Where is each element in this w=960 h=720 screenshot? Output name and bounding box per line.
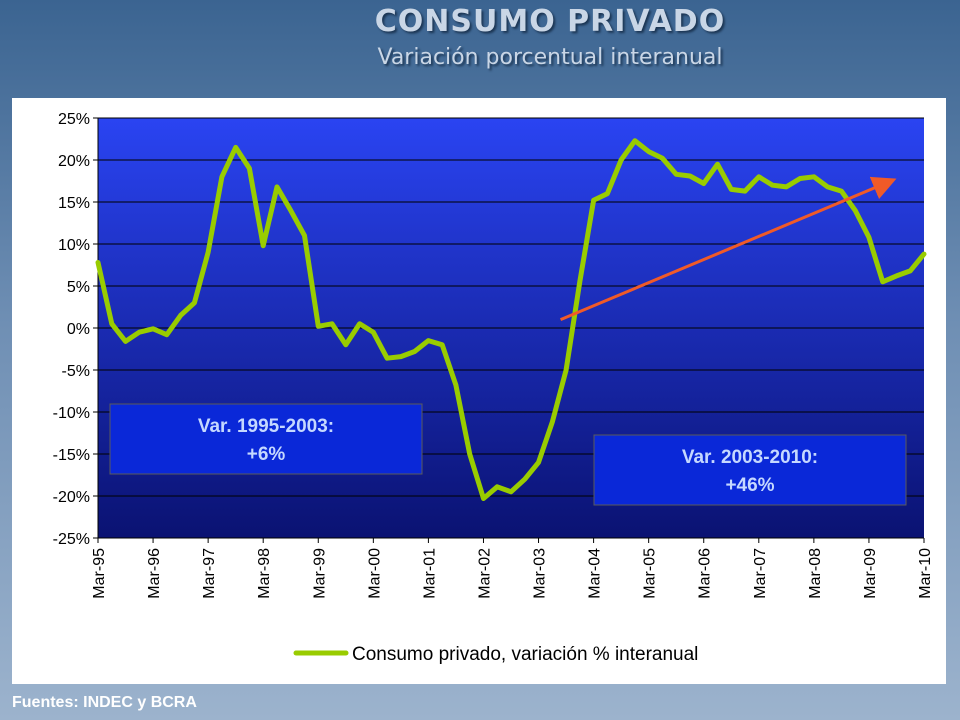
series-line bbox=[95, 138, 927, 501]
chart-panel: 25% 20% 15% 10% 5% 0% -5% -10% -15% -20% -25% Mar-9… bbox=[12, 98, 946, 684]
annotation-line2: +6% bbox=[247, 444, 286, 465]
x-tick-label: Mar-95 bbox=[91, 548, 108, 599]
y-tick-label: 5% bbox=[67, 279, 90, 296]
y-tick-label: -10% bbox=[53, 405, 90, 422]
legend-label: Consumo privado, variación % interanual bbox=[352, 644, 698, 665]
consumption-line-chart: 25%20%15%10%5%0%-5%-10%-15%-20%-25%Mar-9… bbox=[53, 111, 934, 665]
x-tick-label: Mar-06 bbox=[697, 548, 714, 599]
x-tick-label: Mar-00 bbox=[366, 548, 383, 599]
y-tick-label: 25% bbox=[58, 111, 90, 128]
annotation-box: Var. 2003-2010: +46% bbox=[593, 434, 907, 506]
y-tick-label: -5% bbox=[62, 363, 90, 380]
x-tick-label: Mar-98 bbox=[256, 548, 273, 599]
y-tick-label: 15% bbox=[58, 195, 90, 212]
x-tick-label: Mar-10 bbox=[917, 548, 934, 599]
annotation-box: Var. 1995-2003: +6% bbox=[109, 403, 423, 475]
x-tick-label: Mar-08 bbox=[807, 548, 824, 599]
chart-title: CONSUMO PRIVADO bbox=[374, 4, 726, 39]
x-tick-label: Mar-07 bbox=[752, 548, 769, 599]
x-tick-label: Mar-05 bbox=[642, 548, 659, 599]
annotation-line1: Var. 1995-2003: bbox=[198, 416, 334, 437]
y-tick-label: 10% bbox=[58, 237, 90, 254]
y-tick-label: -25% bbox=[53, 531, 90, 548]
y-tick-label: 0% bbox=[67, 321, 90, 338]
chart-subtitle: Variación porcentual interanual bbox=[377, 45, 723, 70]
annotation-bg bbox=[109, 403, 423, 475]
x-tick-label: Mar-99 bbox=[311, 548, 328, 599]
x-tick-label: Mar-09 bbox=[862, 548, 879, 599]
x-tick-label: Mar-02 bbox=[476, 548, 493, 599]
x-tick-label: Mar-04 bbox=[587, 548, 604, 599]
y-tick-label: -20% bbox=[53, 489, 90, 506]
x-tick-label: Mar-97 bbox=[201, 548, 218, 599]
y-tick-label: -15% bbox=[53, 447, 90, 464]
x-tick-label: Mar-96 bbox=[146, 548, 163, 599]
x-tick-label: Mar-01 bbox=[421, 548, 438, 599]
annotation-line1: Var. 2003-2010: bbox=[682, 447, 818, 468]
annotation-line2: +46% bbox=[725, 475, 774, 496]
trend-arrow bbox=[559, 176, 897, 321]
source-note: Fuentes: INDEC y BCRA bbox=[12, 694, 197, 711]
x-tick-label: Mar-03 bbox=[532, 548, 549, 599]
y-tick-label: 20% bbox=[58, 153, 90, 170]
annotation-bg bbox=[593, 434, 907, 506]
